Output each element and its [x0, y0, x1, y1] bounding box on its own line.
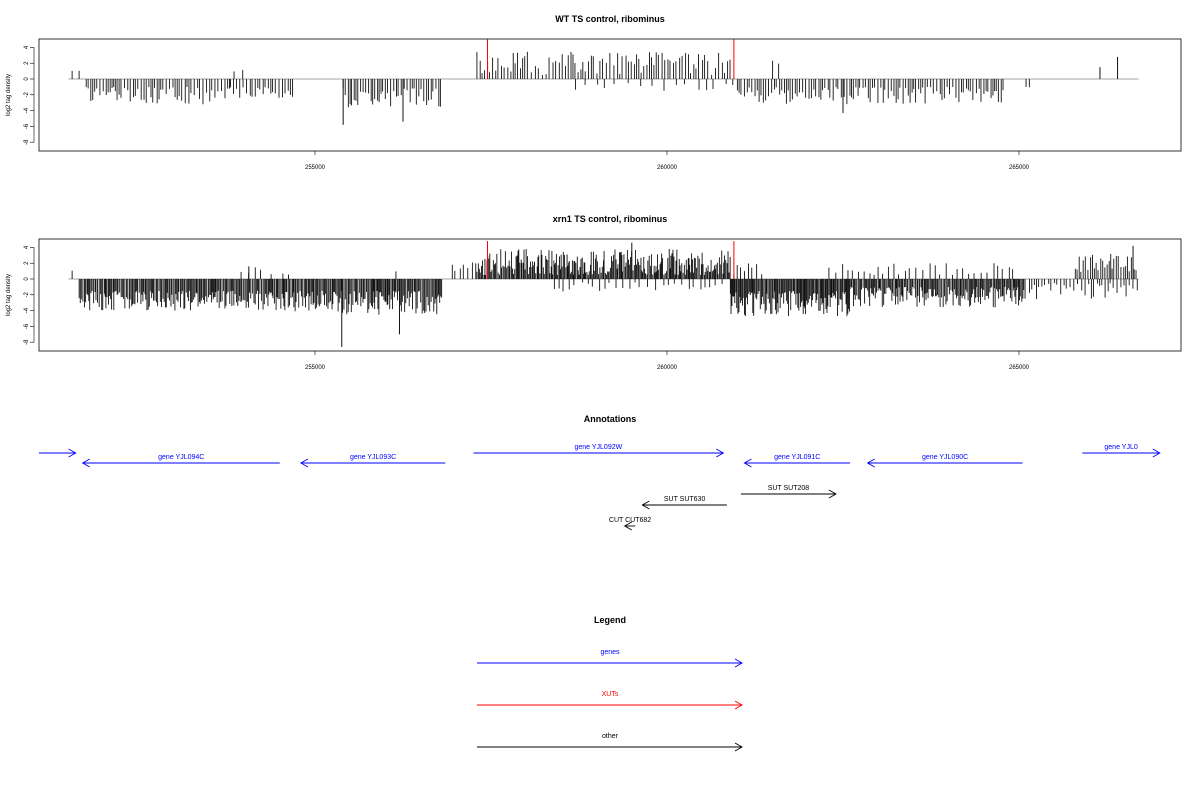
xrn1-y-tick-label: -8 — [24, 339, 30, 345]
xrn1-y-tick-label: 2 — [24, 261, 30, 265]
wt-y-tick-label: 0 — [24, 77, 30, 81]
wt-x-axis: 255000 260000 265000 — [305, 151, 1030, 171]
annotation-sut-sut630-arrowhead — [641, 500, 650, 510]
annotation-gene-yjl094c-label: gene YJL094C — [158, 454, 204, 461]
annotation-gene-yjl090c-label: gene YJL090C — [922, 454, 968, 461]
annotation-gene-yjl091c-arrowhead — [743, 458, 752, 468]
xrn1-x-axis: 255000 260000 265000 — [305, 351, 1030, 371]
wt-x-tick-label: 255000 — [305, 165, 326, 171]
legend-other-arrowhead — [734, 742, 743, 752]
annotation-gene-yjl092w-label: gene YJL092W — [574, 444, 622, 451]
wt-y-tick-label: -6 — [24, 123, 30, 129]
annotation-cut-cut682-label: CUT CUT682 — [609, 517, 651, 524]
wt-y-tick-label: -4 — [24, 107, 30, 113]
xrn1-y-axis-label: log2 tag density — [6, 274, 12, 316]
wt-x-tick-label: 265000 — [1009, 165, 1030, 171]
wt-signal-bars — [68, 51, 1139, 125]
wt-x-tick-label: 260000 — [657, 165, 678, 171]
annotation-sut-sut630-label: SUT SUT630 — [664, 496, 706, 503]
xrn1-y-tick-label: -6 — [24, 323, 30, 329]
annotation-gene-yjl0-arrowhead — [1152, 448, 1161, 458]
wt-y-tick-label: 2 — [24, 61, 30, 65]
annotation-gene-yjl092w-arrowhead — [716, 448, 725, 458]
annotations-title: Annotations — [584, 414, 637, 424]
wt-plot-frame — [38, 38, 1182, 152]
annotation-gene-yjl090c-arrowhead — [866, 458, 875, 468]
xrn1-plot-frame — [38, 238, 1182, 352]
annotation-sut-sut208-label: SUT SUT208 — [768, 485, 810, 492]
wt-track-title: WT TS control, ribominus — [555, 14, 665, 24]
xrn1-track-title: xrn1 TS control, ribominus — [553, 214, 668, 224]
wt-y-tick-label: -2 — [24, 91, 30, 97]
annotation-partial-gene-arrowhead — [68, 448, 77, 458]
xrn1-x-tick-label: 255000 — [305, 365, 326, 371]
legend-xuts-label: XUTs — [602, 691, 619, 698]
legend: Legend genes XUTs other — [477, 615, 743, 752]
annotation-gene-yjl093c-arrowhead — [300, 458, 309, 468]
annotation-track: Annotations gene YJL094C gene YJL093Cgene… — [39, 414, 1161, 531]
annotation-sut-sut208-arrowhead — [828, 489, 837, 499]
xrn1-y-axis: 4 2 0 -2 -4 -6 -8 — [24, 245, 35, 345]
legend-title: Legend — [594, 615, 626, 625]
wt-xut-marks — [486, 39, 735, 79]
annotation-gene-yjl0-label: gene YJL0 — [1104, 444, 1137, 451]
xrn1-y-tick-label: -2 — [24, 291, 30, 297]
xrn1-xut-marks — [486, 241, 735, 279]
xrn1-x-tick-label: 260000 — [657, 365, 678, 371]
annotation-gene-yjl094c-arrowhead — [81, 458, 90, 468]
annotation-features: gene YJL094C gene YJL093C gene YJL092W gene… — [39, 444, 1161, 531]
wt-y-axis-label: log2 tag density — [6, 74, 12, 116]
legend-other-label: other — [602, 733, 619, 740]
annotation-gene-yjl093c-label: gene YJL093C — [350, 454, 396, 461]
xrn1-y-tick-label: 0 — [24, 277, 30, 281]
wt-track-panel: WT TS control, ribominus log2 tag densit… — [6, 14, 1182, 171]
annotation-gene-yjl091c-label: gene YJL091C — [774, 454, 820, 461]
xrn1-x-tick-label: 265000 — [1009, 365, 1030, 371]
wt-y-tick-label: -8 — [24, 139, 30, 145]
wt-y-axis: 4 2 0 -2 -4 -6 -8 — [24, 45, 35, 145]
legend-genes-arrowhead — [734, 658, 743, 668]
xrn1-y-tick-label: 4 — [24, 245, 30, 249]
xrn1-y-tick-label: -4 — [24, 307, 30, 313]
xrn1-signal-bars — [68, 242, 1139, 347]
xrn1-track-panel: xrn1 TS control, ribominus log2 tag dens… — [6, 214, 1182, 371]
legend-xuts-arrowhead — [734, 700, 743, 710]
legend-entries: genes XUTs other — [477, 649, 743, 752]
annotation-cut-cut682-arrowhead — [623, 521, 632, 531]
legend-genes-label: genes — [600, 649, 620, 656]
wt-y-tick-label: 4 — [24, 45, 30, 49]
